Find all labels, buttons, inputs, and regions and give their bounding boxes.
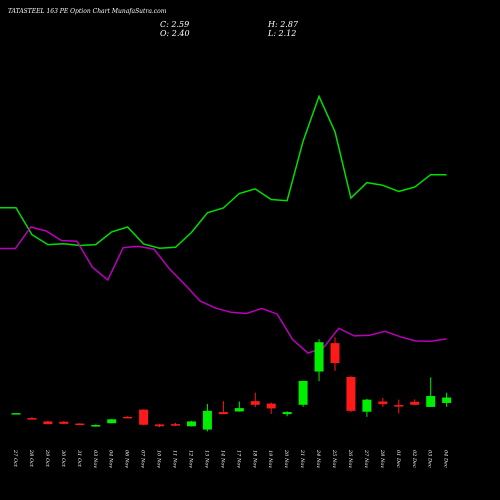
candle-body-28 [442, 397, 452, 403]
candle-body-10 [155, 424, 165, 427]
x-tick-label-16: 18 Nov [251, 450, 257, 468]
x-tick-label-13: 13 Nov [203, 450, 209, 468]
x-tick-label-28: 04 Dec [443, 450, 449, 468]
candle-body-1 [11, 413, 21, 415]
low-value: L: 2.12 [268, 29, 297, 38]
high-value: H: 2.87 [268, 20, 299, 29]
candle-body-25 [394, 405, 404, 407]
x-tick-label-14: 14 Nov [219, 450, 225, 468]
x-tick-label-18: 20 Nov [283, 449, 289, 468]
candle-body-11 [171, 424, 180, 426]
candle-body-22 [346, 376, 356, 411]
open-value: O: 2.40 [160, 29, 190, 38]
x-tick-label-2: 28 Oct [28, 449, 34, 468]
candle-body-9 [139, 409, 149, 425]
candle-body-20 [314, 342, 324, 372]
x-tick-label-27: 03 Dec [427, 450, 433, 468]
candle-body-4 [59, 421, 69, 424]
x-tick-label-25: 01 Dec [395, 450, 401, 468]
candle-body-6 [91, 425, 101, 427]
candle-body-16 [250, 401, 260, 405]
x-tick-label-9: 07 Nov [140, 450, 146, 468]
x-tick-label-6: 03 Nov [92, 450, 98, 468]
overlay-line-1 [0, 94, 447, 249]
x-tick-label-15: 17 Nov [235, 450, 241, 468]
x-tick-label-11: 11 Nov [172, 450, 178, 468]
x-tick-label-17: 19 Nov [267, 450, 273, 468]
candle-body-5 [75, 423, 85, 426]
x-tick-label-19: 21 Nov [299, 449, 305, 468]
x-tick-label-4: 30 Oct [60, 450, 66, 468]
candle-body-14 [218, 412, 228, 415]
candle-body-8 [123, 416, 133, 419]
x-tick-label-3: 29 Oct [44, 449, 50, 468]
candle-body-23 [362, 399, 372, 412]
candle-body-27 [426, 396, 436, 407]
x-tick-label-8: 06 Nov [124, 450, 130, 468]
candle-body-21 [330, 343, 340, 364]
candle-body-7 [107, 419, 117, 424]
x-tick-label-12: 12 Nov [187, 450, 193, 468]
candle-body-3 [43, 421, 53, 425]
candle-body-18 [282, 412, 292, 415]
x-tick-label-10: 10 Nov [156, 450, 162, 468]
candle-body-13 [202, 410, 212, 430]
close-value: C: 2.59 [160, 20, 190, 29]
x-tick-label-22: 26 Nov [347, 449, 353, 468]
x-tick-label-5: 31 Oct [76, 450, 82, 468]
x-tick-label-7: 04 Nov [108, 450, 114, 468]
x-tick-label-24: 28 Nov [379, 449, 385, 468]
chart-title: TATASTEEL 163 PE Option Chart MunafaSutr… [8, 8, 167, 15]
candle-body-15 [234, 408, 244, 412]
x-tick-label-23: 27 Nov [363, 449, 369, 468]
candle-body-26 [410, 401, 420, 405]
candle-body-2 [27, 418, 37, 420]
candle-body-12 [186, 421, 196, 427]
candle-body-19 [298, 380, 308, 405]
x-tick-label-1: 27 Oct [12, 449, 18, 468]
x-tick-label-21: 25 Nov [331, 449, 337, 468]
x-tick-label-26: 02 Dec [411, 450, 417, 468]
candle-body-24 [378, 401, 388, 405]
x-tick-label-20: 24 Nov [315, 449, 321, 468]
candle-body-17 [266, 403, 276, 409]
overlay-line-2 [0, 226, 447, 354]
